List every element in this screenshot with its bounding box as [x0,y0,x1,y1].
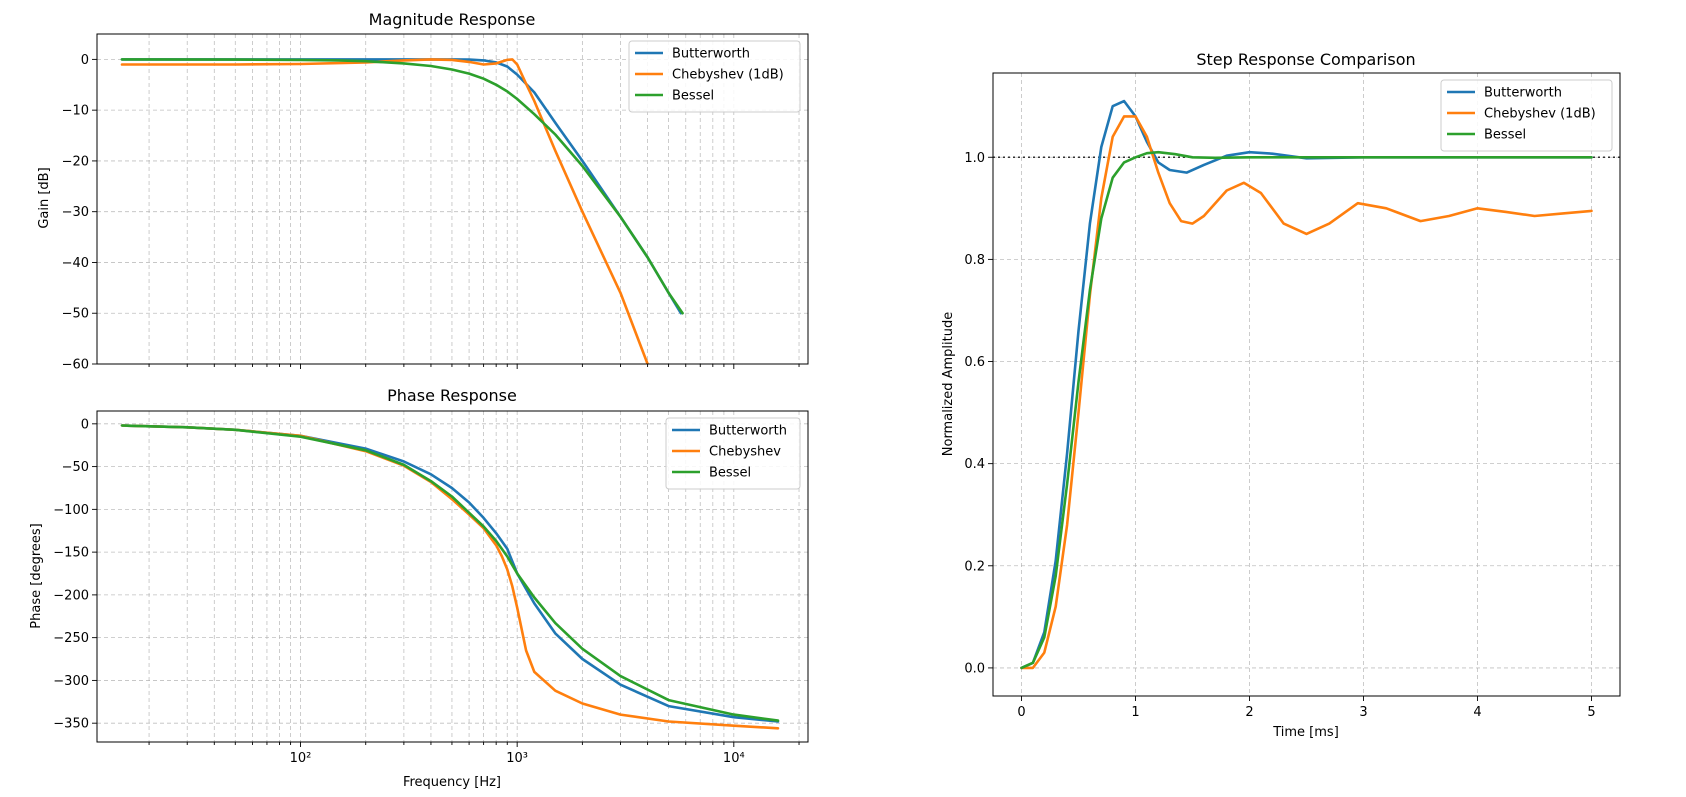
y-tick-label: −20 [62,154,89,169]
y-tick-label: −250 [53,631,89,646]
step-series-group [1020,99,1593,670]
y-tick-label: −50 [62,460,89,475]
magnitude-axes-frame [96,33,809,365]
y-tick-label: 0 [81,417,89,432]
y-tick-label: −60 [62,358,89,373]
legend-label: Chebyshev (1dB) [672,68,784,83]
y-tick-label: 0.4 [964,457,985,472]
phase-series-group [120,424,780,730]
legend-label: Bessel [709,466,751,481]
y-tick-label: −30 [62,205,89,220]
legend-label: Bessel [1484,128,1526,143]
y-tick-label: −50 [62,307,89,322]
series-line-bessel [1020,150,1593,670]
legend-label: Butterworth [672,47,750,62]
x-tick-label: 10⁴ [723,751,745,766]
x-tick-label: 10³ [506,751,528,766]
step-ylabel: Normalized Amplitude [941,312,956,456]
phase-ylabel: Phase [degrees] [29,523,44,628]
y-tick-label: −300 [53,674,89,689]
x-tick-label: 2 [1245,705,1253,720]
x-tick-label: 4 [1473,705,1481,720]
y-tick-label: −350 [53,717,89,732]
step-title: Step Response Comparison [1196,50,1415,69]
step-xlabel: Time [ms] [1272,725,1339,740]
magnitude-legend: Butterworth Chebyshev (1dB) Bessel [628,40,801,113]
series-line-chebyshev-1db [1020,115,1593,670]
phase-legend: Butterworth Chebyshev Bessel [665,417,801,490]
series-line-bessel [120,58,684,315]
legend-box [628,40,801,113]
phase-xlabel: Frequency [Hz] [403,775,501,790]
legend-label: Chebyshev [709,445,781,460]
y-tick-label: −150 [53,546,89,561]
phase-response-panel: Phase Response Phase [degrees] Frequency… [29,386,809,790]
phase-grid [97,411,808,742]
legend-label: Chebyshev (1dB) [1484,107,1596,122]
y-tick-label: 0.8 [964,253,985,268]
step-axes-frame [992,72,1621,697]
step-grid [993,73,1620,696]
magnitude-series-group [120,58,684,364]
x-tick-label: 5 [1587,705,1595,720]
magnitude-title: Magnitude Response [369,10,536,29]
y-tick-label: 1.0 [964,151,985,166]
magnitude-response-panel: Magnitude Response Gain [dB] 0 −10 −20 −30 −… [37,10,809,373]
legend-box [1440,79,1613,152]
y-tick-label: 0.0 [964,661,985,676]
y-tick-label: −200 [53,588,89,603]
magnitude-grid [97,34,808,365]
y-tick-label: 0.6 [964,355,985,370]
legend-label: Bessel [672,89,714,104]
y-tick-label: 0.2 [964,559,985,574]
x-tick-label: 10² [290,751,312,766]
x-tick-label: 3 [1359,705,1367,720]
phase-axes-frame [96,410,809,743]
series-line-butterworth [1020,99,1593,670]
y-tick-label: −40 [62,256,89,271]
magnitude-ylabel: Gain [dB] [37,167,52,228]
series-line-bessel [120,424,780,722]
legend-label: Butterworth [709,424,787,439]
x-tick-label: 0 [1017,705,1025,720]
step-response-panel: Step Response Comparison Normalized Ampl… [941,50,1621,740]
y-tick-label: −10 [62,104,89,119]
y-tick-label: −100 [53,503,89,518]
legend-label: Butterworth [1484,86,1562,101]
x-tick-label: 1 [1131,705,1139,720]
phase-title: Phase Response [387,386,517,405]
y-tick-label: 0 [81,53,89,68]
step-legend: Butterworth Chebyshev (1dB) Bessel [1440,79,1613,152]
